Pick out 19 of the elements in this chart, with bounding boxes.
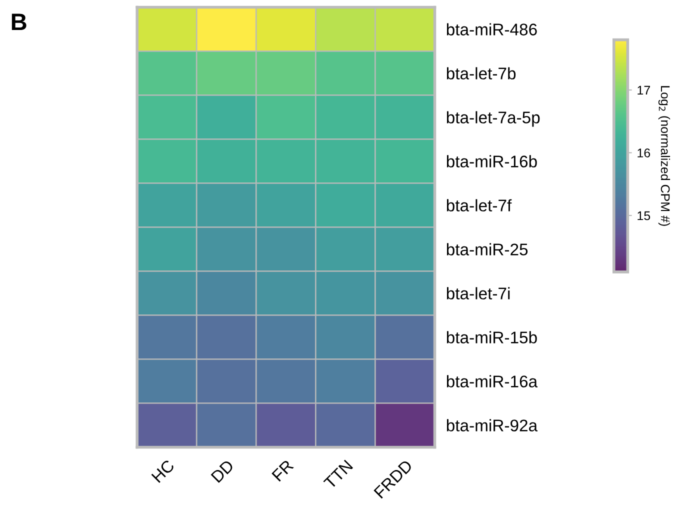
x-tick-label: FR bbox=[272, 459, 294, 482]
text: B bbox=[12, 14, 26, 30]
y-tick-label: bta-miR-25 bbox=[446, 243, 528, 256]
color-bar-label: 15 bbox=[638, 211, 650, 220]
x-tick-label: TTN bbox=[323, 460, 354, 490]
y-tick-label: bta-miR-16b bbox=[446, 155, 537, 168]
y-tick-label: bta-let-7a-5p bbox=[446, 111, 540, 127]
y-tick-label: bta-miR-486 bbox=[446, 23, 537, 36]
y-tick-label: bta-let-7i bbox=[446, 287, 510, 300]
x-tick-label: HC bbox=[151, 459, 176, 484]
x-tick-label: DD bbox=[210, 459, 234, 483]
color-bar-label: 17 bbox=[638, 86, 650, 95]
y-tick-label: bta-miR-16a bbox=[446, 375, 538, 388]
y-tick-label: bta-miR-15b bbox=[446, 331, 537, 344]
y-tick-label: bta-miR-92a bbox=[446, 419, 538, 432]
y-tick-label: bta-let-7b bbox=[446, 67, 516, 80]
color-bar-label: 16 bbox=[638, 148, 650, 158]
color-bar-title: Log$_{2}$ (normalized CPM #) bbox=[658, 86, 670, 226]
y-tick-label: bta-let-7f bbox=[446, 199, 512, 212]
